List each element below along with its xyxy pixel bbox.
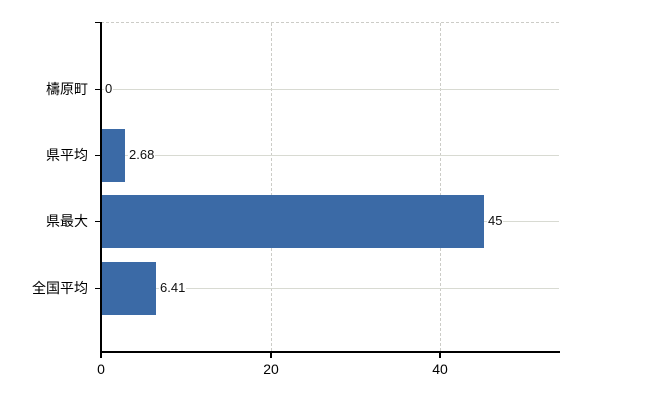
bar xyxy=(102,195,484,248)
category-label: 県平均 xyxy=(46,147,88,163)
value-label: 45 xyxy=(487,213,504,228)
category-gridline xyxy=(102,288,559,289)
plot-top-border xyxy=(101,22,559,23)
x-gridline xyxy=(440,23,441,351)
category-label: 県最大 xyxy=(46,213,88,229)
value-label: 2.68 xyxy=(128,147,156,162)
y-axis-line xyxy=(100,22,102,353)
bar xyxy=(102,262,156,315)
value-label: 6.41 xyxy=(159,280,187,295)
category-gridline xyxy=(102,155,559,156)
value-label: 0 xyxy=(104,81,114,96)
bar xyxy=(102,129,125,182)
x-gridline xyxy=(271,23,272,351)
x-axis-line xyxy=(100,351,560,353)
x-tick-label: 0 xyxy=(97,361,105,377)
y-axis-tick xyxy=(95,288,101,289)
category-label: 全国平均 xyxy=(32,280,88,296)
category-gridline xyxy=(102,89,559,90)
category-label: 檮原町 xyxy=(46,81,88,97)
y-axis-tick xyxy=(95,89,101,90)
x-axis-tick xyxy=(439,352,441,358)
x-axis-tick xyxy=(100,352,102,358)
x-axis-tick xyxy=(270,352,272,358)
x-tick-label: 20 xyxy=(263,361,279,377)
y-axis-top-tick xyxy=(95,22,101,23)
y-axis-tick xyxy=(95,221,101,222)
y-axis-tick xyxy=(95,155,101,156)
x-tick-label: 40 xyxy=(432,361,448,377)
